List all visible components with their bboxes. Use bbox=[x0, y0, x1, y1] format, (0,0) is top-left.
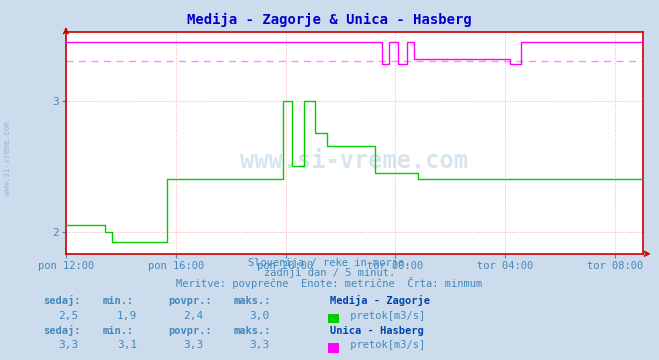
Text: povpr.:: povpr.: bbox=[168, 326, 212, 336]
Text: sedaj:: sedaj: bbox=[43, 295, 80, 306]
Text: 3,3: 3,3 bbox=[58, 341, 78, 351]
Text: zadnji dan / 5 minut.: zadnji dan / 5 minut. bbox=[264, 269, 395, 279]
Text: Unica - Hasberg: Unica - Hasberg bbox=[330, 326, 423, 336]
Text: povpr.:: povpr.: bbox=[168, 296, 212, 306]
Text: min.:: min.: bbox=[102, 326, 133, 336]
Text: 3,1: 3,1 bbox=[117, 341, 137, 351]
Text: 2,4: 2,4 bbox=[183, 311, 203, 321]
Text: maks.:: maks.: bbox=[234, 296, 272, 306]
Text: Meritve: povprečne  Enote: metrične  Črta: minmum: Meritve: povprečne Enote: metrične Črta:… bbox=[177, 277, 482, 289]
Text: 2,5: 2,5 bbox=[58, 311, 78, 321]
Text: www.si-vreme.com: www.si-vreme.com bbox=[3, 121, 13, 195]
Text: 3,3: 3,3 bbox=[249, 341, 269, 351]
Text: 3,0: 3,0 bbox=[249, 311, 269, 321]
Text: Medija - Zagorje & Unica - Hasberg: Medija - Zagorje & Unica - Hasberg bbox=[187, 13, 472, 27]
Text: www.si-vreme.com: www.si-vreme.com bbox=[241, 149, 468, 173]
Text: Medija - Zagorje: Medija - Zagorje bbox=[330, 295, 430, 306]
Text: pretok[m3/s]: pretok[m3/s] bbox=[344, 341, 425, 351]
Text: Slovenija / reke in morje.: Slovenija / reke in morje. bbox=[248, 258, 411, 268]
Text: maks.:: maks.: bbox=[234, 326, 272, 336]
Text: sedaj:: sedaj: bbox=[43, 325, 80, 336]
Text: 3,3: 3,3 bbox=[183, 341, 203, 351]
Text: min.:: min.: bbox=[102, 296, 133, 306]
Text: 1,9: 1,9 bbox=[117, 311, 137, 321]
Text: pretok[m3/s]: pretok[m3/s] bbox=[344, 311, 425, 321]
